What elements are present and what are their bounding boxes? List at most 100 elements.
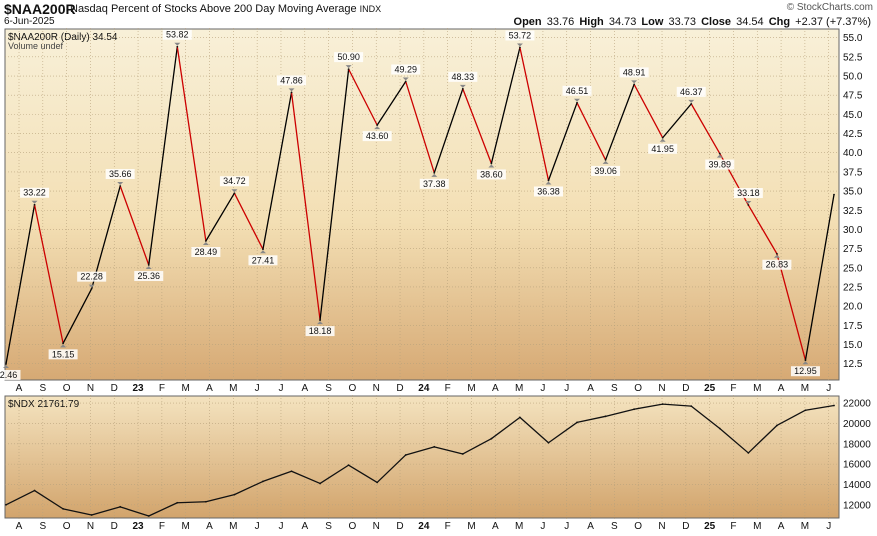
annotation-box — [391, 64, 421, 75]
y-tick-label: 55.0 — [843, 33, 863, 44]
data-point — [804, 359, 807, 362]
annotation-label: 35.66 — [109, 169, 132, 179]
series-segment — [690, 103, 721, 154]
data-point — [290, 470, 293, 473]
close-label: Close — [701, 16, 732, 28]
data-point — [347, 464, 350, 467]
low-label: Low — [641, 16, 664, 28]
annotation-box — [762, 259, 792, 270]
x-tick-label: 25 — [704, 383, 716, 394]
annotation-label: 38.60 — [480, 169, 503, 179]
series-segment — [490, 47, 521, 164]
annotation-pointer — [773, 254, 780, 258]
data-point — [490, 437, 493, 440]
y-tick-label: 22000 — [843, 399, 871, 410]
close-value: 34.54 — [736, 16, 764, 28]
x-tick-label: D — [396, 521, 403, 532]
series-segment — [519, 47, 550, 181]
series-segment — [433, 88, 464, 174]
series-segment — [462, 438, 492, 455]
annotation-label: 43.60 — [366, 131, 389, 141]
series-segment — [776, 253, 807, 361]
annotation-label: 49.29 — [394, 64, 417, 74]
x-tick-label: M — [182, 383, 190, 394]
annotation-box — [505, 30, 535, 41]
x-tick-label: F — [159, 383, 165, 394]
x-tick-label: 24 — [418, 383, 430, 394]
data-point — [347, 68, 350, 71]
series-segment — [348, 68, 378, 126]
annotation-label: 33.22 — [23, 188, 46, 198]
x-tick-label: M — [801, 383, 809, 394]
y-tick-label: 30.0 — [843, 225, 863, 236]
open-value: 33.76 — [546, 16, 575, 28]
series-segment — [5, 489, 35, 506]
data-point — [604, 159, 607, 161]
series-segment — [376, 81, 407, 126]
annotation-box — [134, 271, 164, 282]
data-point — [433, 171, 436, 174]
y-tick-label: 47.5 — [843, 91, 863, 102]
annotation-box — [191, 247, 221, 258]
chart-date: 6-Jun-2025 — [4, 16, 55, 27]
annotation-box — [105, 169, 135, 180]
series-segment — [148, 502, 178, 517]
x-tick-label: A — [301, 383, 308, 394]
x-tick-label: O — [349, 383, 357, 394]
x-tick-label: D — [682, 521, 689, 532]
chart-header: $NAA200R Nasdaq Percent of Stocks Above … — [0, 0, 877, 30]
x-tick-label: M — [753, 521, 761, 532]
series-segment — [205, 493, 235, 503]
x-tick-label: D — [111, 521, 118, 532]
annotation-label: 15.15 — [52, 349, 75, 359]
data-point — [547, 441, 550, 444]
series-segment — [548, 421, 578, 444]
data-point — [690, 102, 693, 105]
x-tick-label: F — [159, 521, 165, 532]
x-tick-label: J — [540, 383, 545, 394]
series-segment — [376, 454, 407, 483]
data-point — [204, 240, 207, 242]
series-segment — [690, 405, 721, 430]
y-tick-label: 20000 — [843, 419, 871, 430]
x-tick-label: 23 — [133, 383, 145, 394]
series-segment — [120, 506, 149, 517]
x-tick-label: O — [63, 383, 71, 394]
x-tick-label: N — [658, 383, 665, 394]
data-point — [33, 489, 36, 492]
data-point — [5, 503, 7, 506]
data-point — [119, 185, 122, 187]
series-segment — [34, 490, 64, 510]
data-point — [833, 193, 835, 196]
x-tick-label: N — [373, 383, 380, 394]
annotation-box — [77, 271, 107, 282]
x-tick-label: A — [492, 521, 499, 532]
annotation-pointer — [802, 361, 809, 365]
x-tick-label: J — [564, 521, 569, 532]
series-segment — [662, 103, 692, 139]
ndx-plot-area — [4, 395, 840, 519]
series-segment — [348, 464, 378, 483]
data-point — [519, 46, 521, 49]
annotation-label: 33.18 — [737, 188, 760, 198]
series-segment — [62, 288, 93, 344]
data-point — [747, 204, 750, 206]
series-segment — [62, 508, 92, 516]
annotation-pointer — [3, 364, 9, 368]
annotation-pointer — [88, 284, 95, 288]
series-segment — [434, 446, 463, 455]
x-tick-label: O — [63, 521, 71, 532]
data-point — [147, 515, 150, 517]
data-point — [62, 342, 65, 345]
series-segment — [176, 46, 207, 242]
annotation-label: 39.06 — [594, 166, 617, 176]
series-segment — [519, 416, 549, 444]
data-point — [233, 192, 236, 195]
annotation-pointer — [231, 189, 238, 193]
y-tick-label: 20.0 — [843, 302, 863, 313]
data-point — [633, 408, 636, 411]
x-tick-label: J — [255, 383, 260, 394]
annotation-pointer — [288, 88, 295, 92]
x-tick-label: S — [39, 383, 46, 394]
x-tick-label: N — [658, 521, 665, 532]
